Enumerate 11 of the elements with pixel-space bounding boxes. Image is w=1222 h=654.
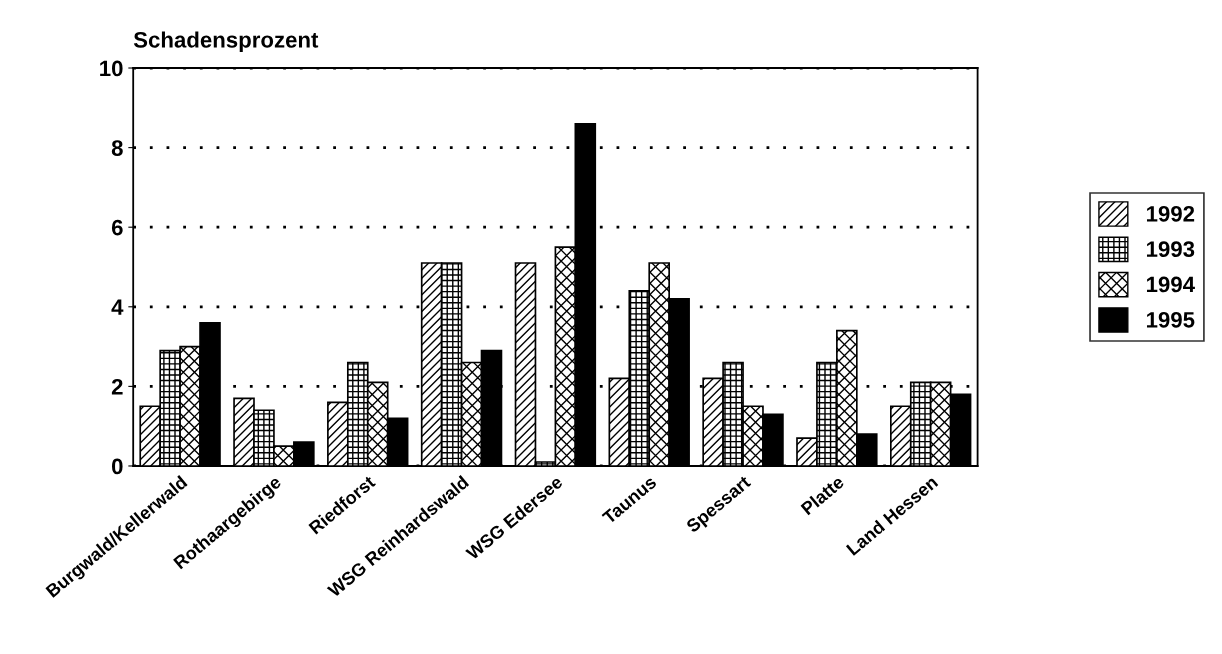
legend-label: 1994 <box>1146 276 1195 293</box>
y-tick-label: 2 <box>111 378 123 395</box>
y-tick-label: 6 <box>111 219 123 236</box>
legend-label: 1993 <box>1146 241 1195 258</box>
y-tick-label: 10 <box>100 60 123 77</box>
y-tick-label: 8 <box>111 140 123 156</box>
y-tick-label: 4 <box>111 299 124 315</box>
legend-label: 1995 <box>1146 311 1195 328</box>
legend-label: 1992 <box>1146 205 1195 222</box>
y-tick-label: 0 <box>112 458 123 475</box>
y-axis-title: Schadensprozent <box>133 31 319 53</box>
